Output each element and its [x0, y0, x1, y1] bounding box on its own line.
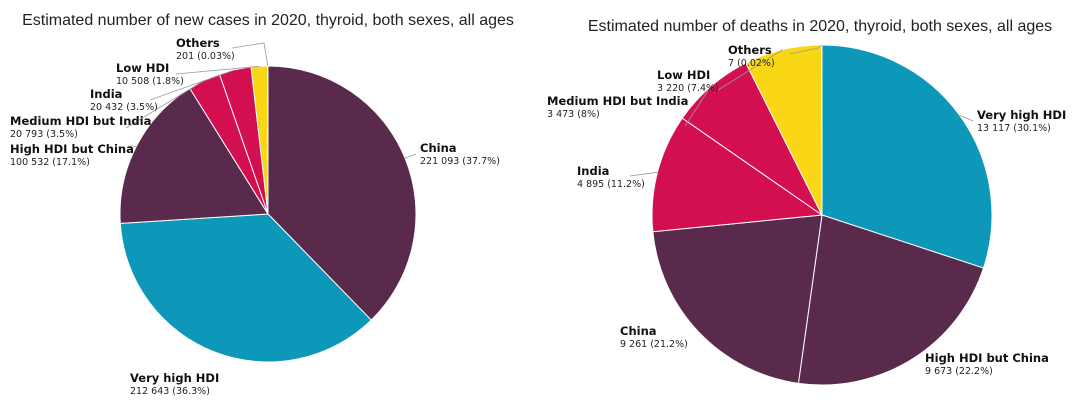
new-cases-leader-india	[149, 69, 236, 101]
new-cases-value-india: 20 432 (3.5%)	[90, 102, 158, 113]
deaths-value-low-hdi: 3 220 (7.4%)	[657, 83, 719, 94]
new-cases-value-others: 201 (0.03%)	[176, 51, 235, 62]
deaths-label-others: Others	[728, 43, 772, 57]
new-cases-pie-chart: Estimated number of new cases in 2020, t…	[10, 12, 514, 397]
new-cases-label-very-high-hdi: Very high HDI	[130, 371, 219, 385]
new-cases-label-high-hdi-but-china: High HDI but China	[10, 142, 134, 156]
deaths-value-india: 4 895 (11.2%)	[577, 179, 645, 190]
new-cases-chart-title: Estimated number of new cases in 2020, t…	[22, 12, 514, 29]
new-cases-leader-low-hdi	[175, 65, 260, 75]
deaths-slice-high-hdi-but-china	[797, 214, 985, 386]
deaths-slice-china	[652, 214, 823, 384]
new-cases-value-medium-hdi-but-india: 20 793 (3.5%)	[10, 129, 78, 140]
deaths-label-india: India	[577, 164, 609, 178]
new-cases-slice-very-high-hdi	[119, 213, 372, 363]
new-cases-value-china: 221 093 (37.7%)	[420, 156, 500, 167]
new-cases-leader-others	[231, 42, 269, 67]
deaths-leader-india	[629, 171, 658, 177]
deaths-label-low-hdi: Low HDI	[657, 68, 710, 82]
deaths-label-medium-hdi-but-india: Medium HDI but India	[547, 94, 688, 108]
deaths-value-high-hdi-but-china: 9 673 (22.2%)	[925, 366, 993, 377]
deaths-label-china: China	[620, 324, 657, 338]
new-cases-value-high-hdi-but-china: 100 532 (17.1%)	[10, 157, 90, 168]
deaths-value-china: 9 261 (21.2%)	[620, 339, 688, 350]
deaths-leader-very-high-hdi	[959, 114, 974, 122]
new-cases-value-low-hdi: 10 508 (1.8%)	[116, 76, 184, 87]
new-cases-slice-china	[267, 65, 417, 321]
new-cases-label-medium-hdi-but-india: Medium HDI but India	[10, 114, 151, 128]
deaths-leader-low-hdi	[717, 49, 784, 91]
new-cases-label-india: India	[90, 87, 122, 101]
deaths-leader-others	[789, 44, 823, 55]
deaths-value-very-high-hdi: 13 117 (30.1%)	[977, 123, 1051, 134]
deaths-leader-medium-hdi-but-india	[684, 86, 711, 127]
new-cases-label-low-hdi: Low HDI	[116, 61, 169, 75]
new-cases-leader-medium-hdi-but-india	[125, 80, 205, 129]
deaths-label-high-hdi-but-china: High HDI but China	[925, 351, 1049, 365]
deaths-pie-chart: Estimated number of deaths in 2020, thyr…	[547, 18, 1066, 386]
deaths-value-medium-hdi-but-india: 3 473 (8%)	[547, 109, 600, 120]
new-cases-label-others: Others	[176, 36, 220, 50]
new-cases-value-very-high-hdi: 212 643 (36.3%)	[130, 386, 210, 397]
deaths-slice-very-high-hdi	[821, 44, 993, 269]
deaths-value-others: 7 (0.02%)	[728, 58, 775, 69]
new-cases-label-china: China	[420, 141, 457, 155]
new-cases-leader-china	[404, 153, 417, 159]
deaths-label-very-high-hdi: Very high HDI	[977, 108, 1066, 122]
deaths-chart-title: Estimated number of deaths in 2020, thyr…	[588, 18, 1052, 35]
